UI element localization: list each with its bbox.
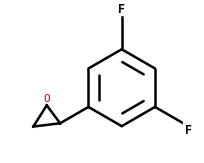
Text: F: F — [118, 3, 125, 16]
Text: O: O — [43, 94, 50, 104]
Text: F: F — [184, 124, 191, 137]
